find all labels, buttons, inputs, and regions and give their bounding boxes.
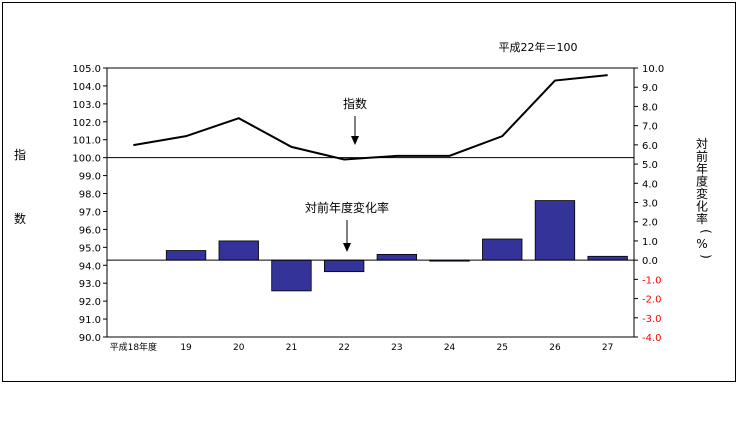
change-rate-bar <box>587 255 628 261</box>
x-tick-label: 27 <box>602 343 613 353</box>
left-tick-label: 100.0 <box>72 154 101 165</box>
change-rate-bar <box>534 200 576 261</box>
left-axis-label-char: 指 <box>14 147 26 162</box>
change-rate-bar <box>323 259 365 273</box>
left-tick-label: 105.0 <box>72 64 101 75</box>
left-tick-label: 98.0 <box>79 190 101 201</box>
right-tick-label: 4.0 <box>642 179 658 190</box>
x-tick-label: 21 <box>286 343 297 353</box>
right-tick-label: 9.0 <box>642 83 658 94</box>
left-tick-label: 93.0 <box>79 279 101 290</box>
index-line <box>133 74 608 161</box>
left-tick-label: 91.0 <box>79 315 101 326</box>
left-tick-label: 103.0 <box>72 100 101 111</box>
right-tick-label: 0.0 <box>642 256 658 267</box>
left-tick-label: 99.0 <box>79 172 101 183</box>
left-axis-label-char: 数 <box>14 211 26 226</box>
right-axis-ticks: -4.0 -3.0 -2.0 -1.0 0.0 1.0 2.0 3.0 4.0 5.0 6.0 7.0… <box>634 64 664 344</box>
right-axis-label-char: 年 <box>696 162 708 176</box>
annotation-change-rate: 対前年度変化率 <box>305 200 389 215</box>
x-tick-label: 24 <box>444 343 456 353</box>
left-tick-label: 94.0 <box>79 261 101 272</box>
annotation-index-arrow <box>351 116 359 145</box>
right-axis-label-char: 化 <box>696 200 708 214</box>
right-axis-label-char: ) <box>699 254 713 259</box>
x-tick-label: 20 <box>233 343 245 353</box>
left-tick-label: 96.0 <box>79 225 101 236</box>
change-rate-bar <box>218 240 259 261</box>
x-tick-label: 22 <box>338 343 349 353</box>
annotation-index: 指数 <box>343 96 367 111</box>
right-axis-label-char: 前 <box>696 149 708 164</box>
left-tick-label: 95.0 <box>79 243 101 254</box>
right-tick-label: -3.0 <box>642 314 662 325</box>
change-rate-bar <box>271 259 312 292</box>
x-tick-label: 19 <box>180 343 192 353</box>
chart-frame <box>2 2 736 382</box>
right-tick-label: 7.0 <box>642 122 658 133</box>
change-rate-bar <box>165 250 207 261</box>
right-tick-label: 5.0 <box>642 160 658 171</box>
right-axis-label-char: 率 <box>696 211 708 226</box>
right-tick-label: 3.0 <box>642 199 658 210</box>
x-axis-ticks: 平成18年度 19 20 21 22 23 24 25 26 27 <box>110 341 614 353</box>
right-tick-label: 6.0 <box>642 141 658 152</box>
x-tick-label: 25 <box>497 343 508 353</box>
right-tick-label: 1.0 <box>642 237 658 248</box>
plot-border <box>106 67 635 338</box>
right-tick-label: 8.0 <box>642 102 658 113</box>
right-axis-label-char: 度 <box>696 174 708 189</box>
bar-series <box>165 200 628 292</box>
left-tick-label: 101.0 <box>72 136 101 147</box>
right-axis-label-char: 変 <box>696 186 708 201</box>
x-tick-label: 平成18年度 <box>110 341 157 353</box>
left-axis-label: 指数 <box>14 147 26 226</box>
change-rate-bar <box>376 253 418 261</box>
right-tick-label: -2.0 <box>642 295 662 306</box>
left-tick-label: 102.0 <box>72 118 101 129</box>
right-axis-label-char: 対 <box>696 137 708 151</box>
right-tick-label: -4.0 <box>642 333 662 344</box>
base-note: 平成22年＝100 <box>499 40 578 54</box>
x-tick-label: 23 <box>391 343 402 353</box>
left-tick-label: 104.0 <box>72 82 101 93</box>
left-tick-label: 92.0 <box>79 297 101 308</box>
annotation-change-arrow <box>343 220 351 252</box>
right-tick-label: 10.0 <box>642 64 664 75</box>
right-axis-label-char: ( <box>699 229 713 234</box>
left-tick-label: 97.0 <box>79 207 101 218</box>
change-rate-bar <box>482 238 523 261</box>
right-tick-label: -1.0 <box>642 275 662 286</box>
right-axis-label-char: % <box>696 237 707 251</box>
right-axis-label: 対前年度変化率 (%) <box>696 137 713 259</box>
left-tick-label: 90.0 <box>79 333 101 344</box>
right-tick-label: 2.0 <box>642 218 658 229</box>
x-tick-label: 26 <box>549 343 561 353</box>
left-axis-ticks: 90.0 91.0 92.0 93.0 94.0 95.0 96.0 97.0 98.0 99.0… <box>72 64 107 344</box>
